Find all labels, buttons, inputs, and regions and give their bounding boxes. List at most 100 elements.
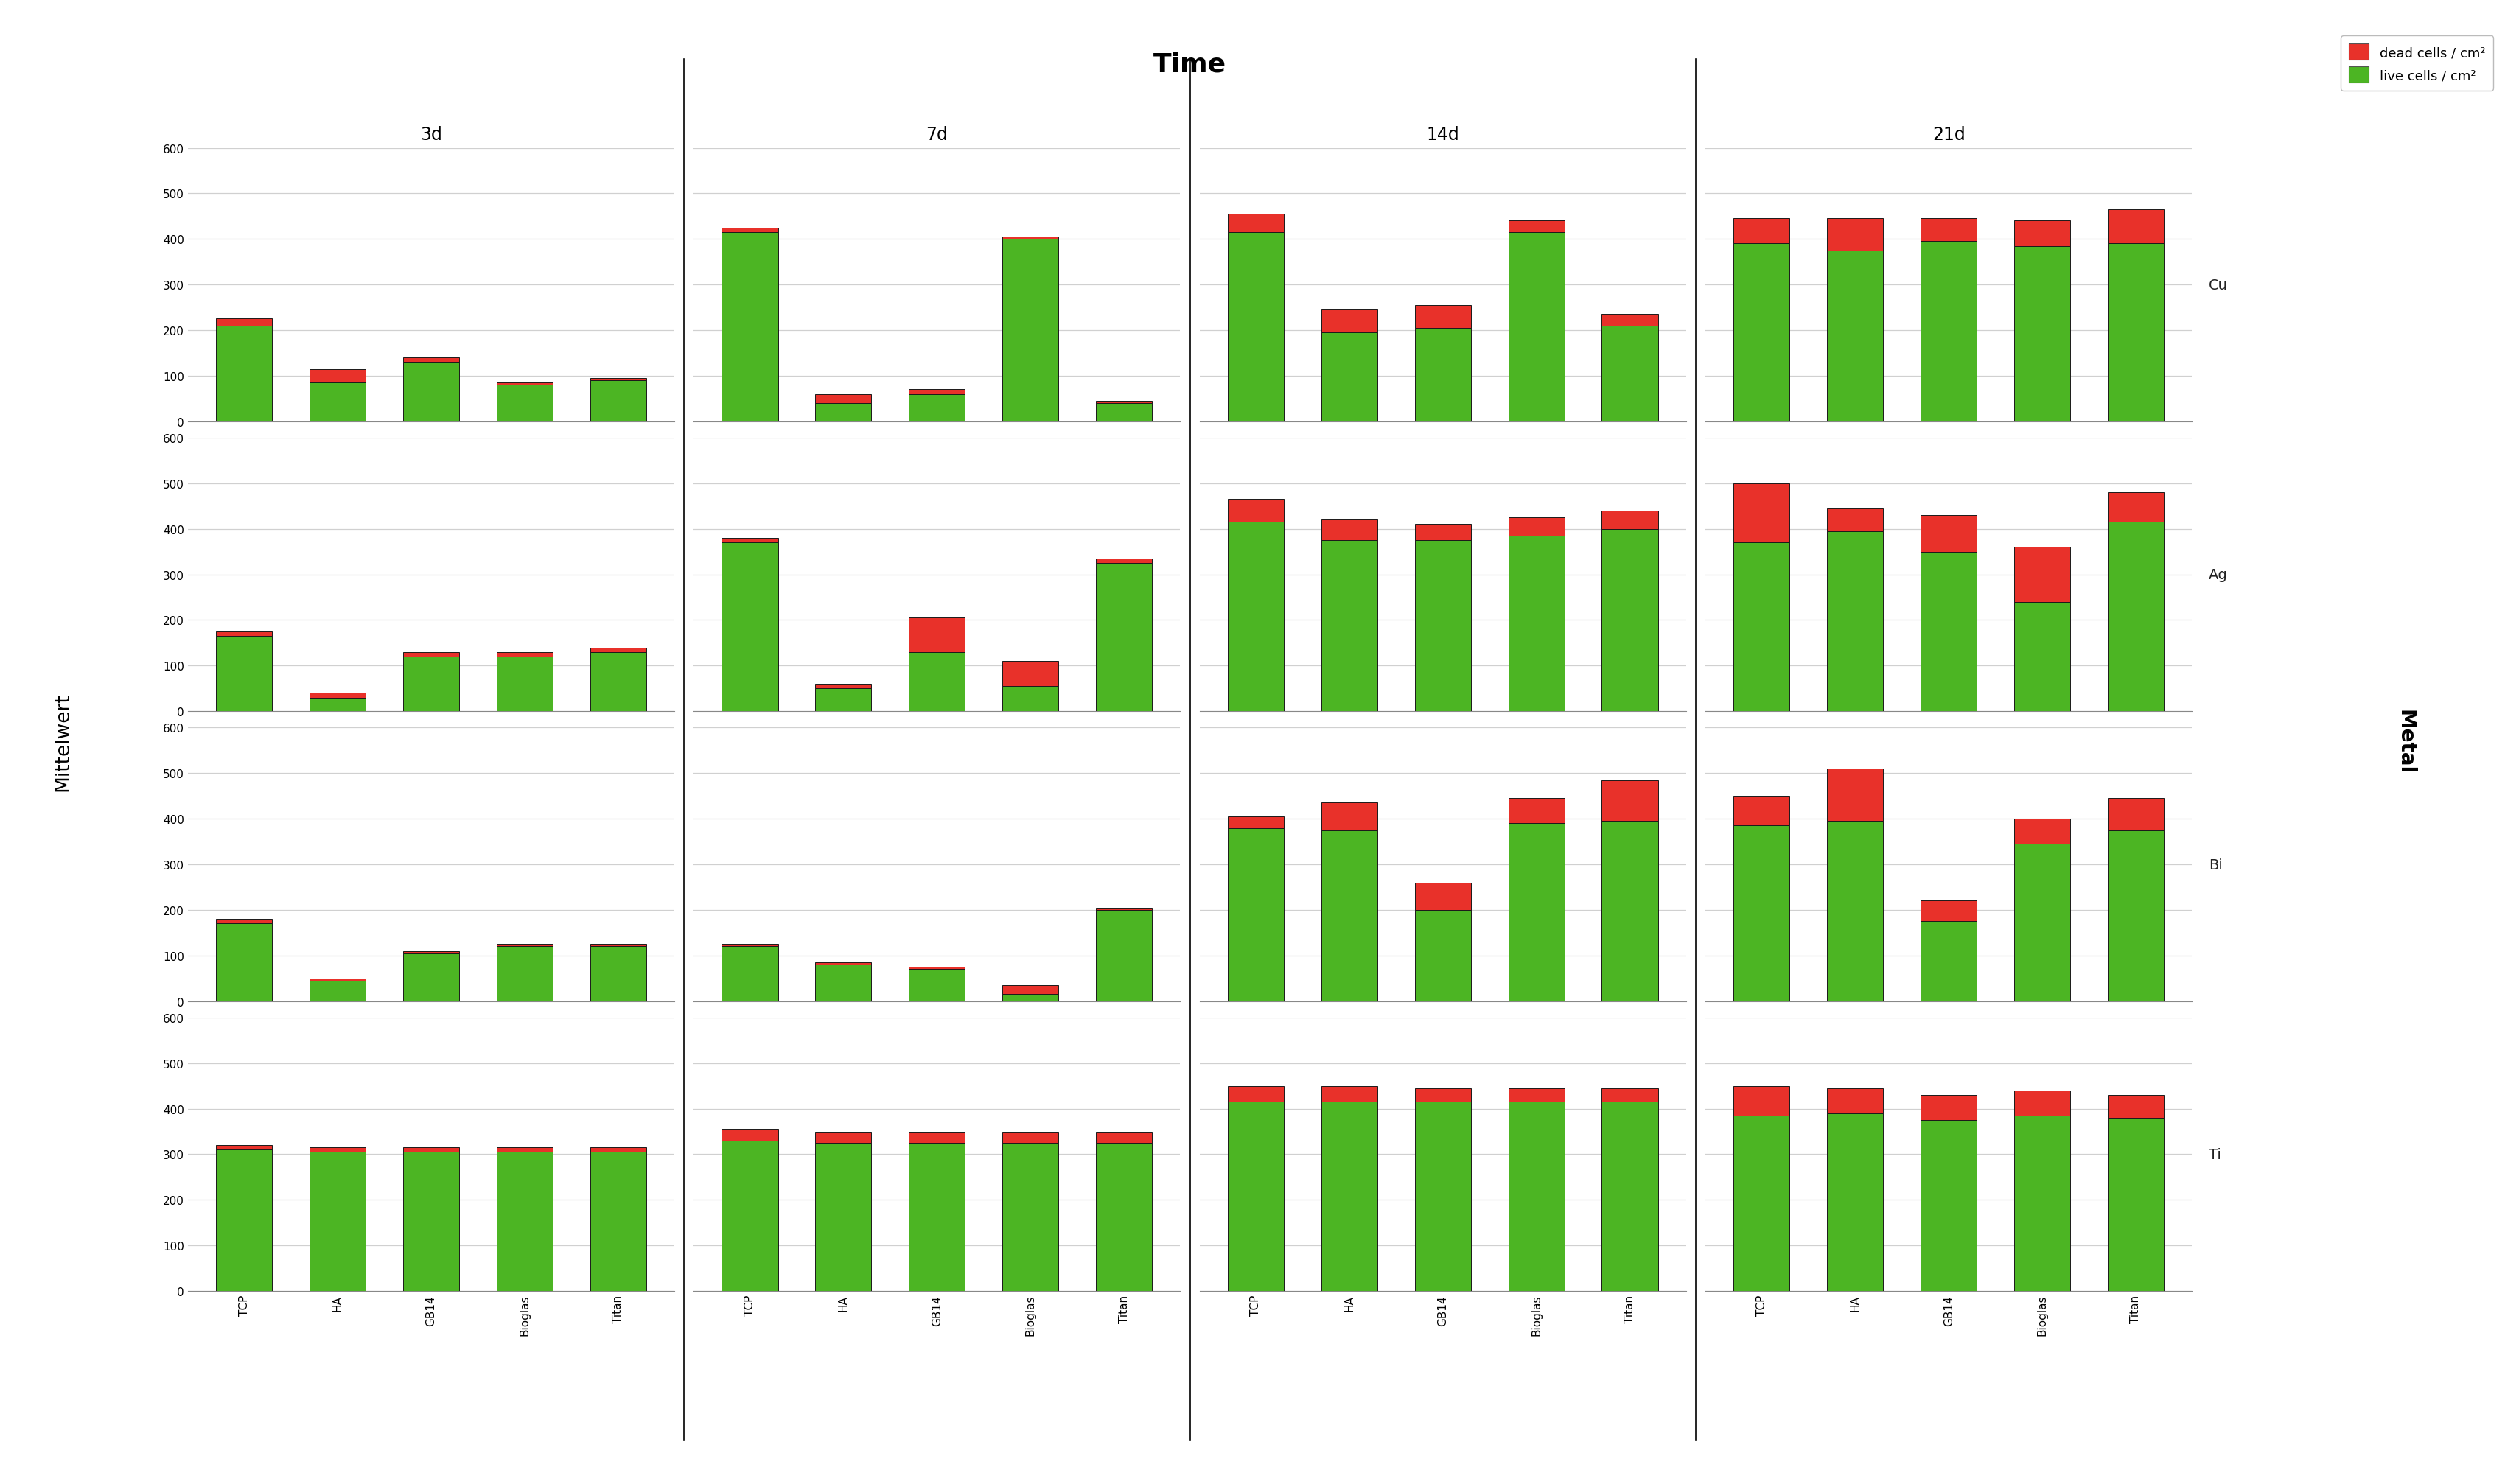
Title: 3d: 3d [421,126,441,144]
Bar [814,684,872,689]
Text: Time: Time [1152,52,1227,77]
Bar [2107,798,2164,831]
Bar [721,947,779,1002]
Bar [403,951,458,953]
Bar [721,944,779,947]
Bar [1097,1143,1152,1291]
Bar [1921,1120,1976,1291]
Bar [1002,985,1060,994]
Bar [403,362,458,421]
Bar [909,653,964,711]
Bar [721,539,779,543]
Bar [1921,901,1976,922]
Bar [1508,233,1566,421]
Bar [1002,239,1060,421]
Bar [591,947,646,1002]
Bar [1508,536,1566,711]
Bar [1227,215,1283,233]
Bar [1002,1132,1060,1143]
Bar [1508,1088,1566,1103]
Bar [909,1143,964,1291]
Bar [1733,243,1789,421]
Bar [311,383,366,421]
Bar [814,965,872,1002]
Bar [814,1143,872,1291]
Bar [1921,552,1976,711]
Bar [1320,803,1378,831]
Bar [1921,220,1976,242]
Bar [311,370,366,383]
Bar [403,657,458,711]
Bar [311,978,366,981]
Text: Mittelwert: Mittelwert [53,693,73,791]
Bar [1002,994,1060,1002]
Bar [721,543,779,711]
Bar [311,1147,366,1152]
Bar [1826,509,1884,531]
Bar [403,358,458,362]
Bar [1601,1103,1658,1291]
Bar [215,632,273,637]
Bar [311,693,366,697]
Bar [2014,246,2069,421]
Title: 14d: 14d [1425,126,1460,144]
Bar [1508,798,1566,824]
Bar [1733,797,1789,827]
Bar [1601,1088,1658,1103]
Bar [909,1132,964,1143]
Bar [1601,510,1658,530]
Bar [591,647,646,653]
Bar [215,637,273,711]
Bar [1227,522,1283,711]
Bar [721,233,779,421]
Bar [2014,844,2069,1002]
Bar [591,653,646,711]
Bar [1002,687,1060,711]
Bar [2107,1095,2164,1117]
Bar [909,969,964,1002]
Bar [215,919,273,925]
Bar [1601,326,1658,421]
Bar [1097,564,1152,711]
Bar [496,657,554,711]
Bar [1097,401,1152,404]
Bar [403,953,458,1002]
Bar [2107,1117,2164,1291]
Bar [1227,1103,1283,1291]
Bar [311,981,366,1002]
Bar [215,319,273,326]
Bar [403,1152,458,1291]
Bar [215,1146,273,1150]
Text: Bi: Bi [2209,858,2222,871]
Bar [496,386,554,421]
Bar [2107,522,2164,711]
Bar [1921,242,1976,421]
Bar [1733,1086,1789,1116]
Bar [1601,821,1658,1002]
Bar [1921,515,1976,552]
Bar [1921,1095,1976,1120]
Bar [1415,1088,1470,1103]
Bar [1097,404,1152,421]
Bar [1227,828,1283,1002]
Bar [1097,910,1152,1002]
Bar [1826,251,1884,421]
Bar [215,925,273,1002]
Bar [496,947,554,1002]
Bar [496,383,554,386]
Bar [1601,315,1658,326]
Bar [1826,1088,1884,1113]
Bar [1097,1132,1152,1143]
Bar [1320,310,1378,332]
Bar [1320,332,1378,421]
Bar [909,619,964,653]
Bar [591,381,646,421]
Bar [1415,328,1470,421]
Bar [814,689,872,711]
Bar [2014,1116,2069,1291]
Bar [1320,540,1378,711]
Bar [1921,922,1976,1002]
Bar [1826,821,1884,1002]
Bar [721,229,779,233]
Text: Ag: Ag [2209,568,2227,582]
